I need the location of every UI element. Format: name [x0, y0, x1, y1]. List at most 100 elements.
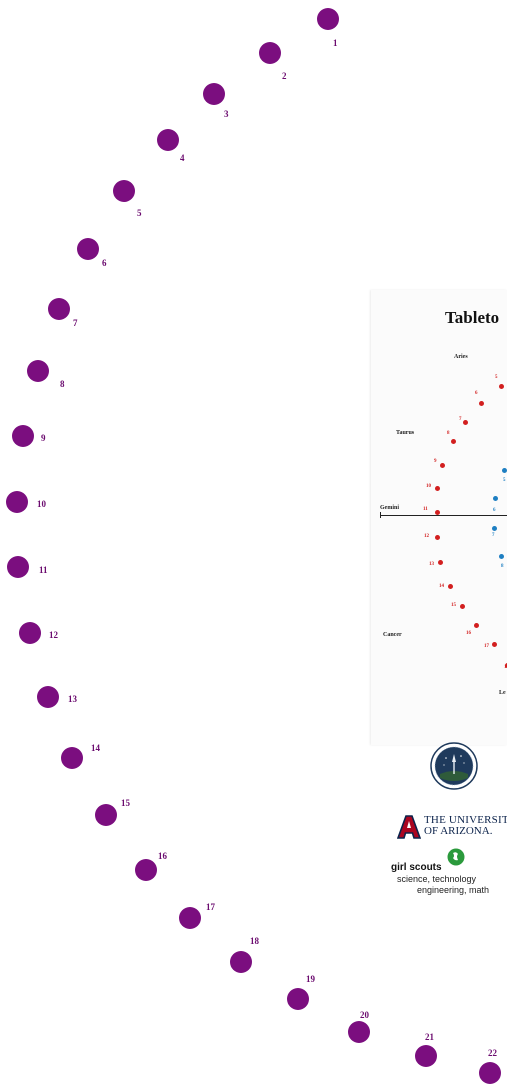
sequence-number: 7 [73, 318, 78, 328]
sequence-dot [12, 425, 34, 447]
red-point [439, 462, 445, 468]
red-point-label: 10 [426, 484, 431, 489]
university-logo: THE UNIVERSITY OF ARIZONA. [397, 813, 507, 843]
sequence-dot [48, 298, 70, 320]
sequence-number: 9 [41, 433, 46, 443]
sequence-number: 18 [250, 936, 259, 946]
gs-tagline-2: engineering, math [417, 885, 490, 895]
blue-point [492, 495, 498, 501]
blue-point-label: 5 [503, 478, 506, 483]
blue-point-label: 7 [492, 533, 495, 538]
blue-point [491, 525, 497, 531]
sequence-number: 11 [39, 565, 48, 575]
sequence-dot [19, 622, 41, 644]
gs-name: girl scouts [391, 862, 442, 873]
ua-line-1: THE UNIVERSITY [424, 814, 507, 826]
red-point-label: 16 [466, 631, 471, 636]
red-point [437, 559, 443, 565]
sign-label-gemini: Gemini [380, 505, 399, 511]
sequence-number: 22 [488, 1048, 497, 1058]
preview-title: Tableto [445, 308, 500, 327]
red-point [498, 383, 504, 389]
sequence-number: 6 [102, 258, 107, 268]
blue-point [501, 467, 507, 473]
red-point [450, 438, 456, 444]
red-point [459, 603, 465, 609]
sequence-number: 16 [158, 851, 167, 861]
sequence-dot [317, 8, 339, 30]
red-point-label: 9 [434, 459, 437, 464]
sequence-dot [37, 686, 59, 708]
red-point-label: 8 [447, 431, 450, 436]
ua-block-a-icon [397, 815, 421, 839]
sequence-dot [479, 1062, 501, 1084]
sequence-number: 13 [68, 694, 77, 704]
red-point [491, 641, 497, 647]
sequence-number: 21 [425, 1032, 434, 1042]
red-point-label: 11 [423, 507, 428, 512]
blue-point-label: 8 [501, 564, 504, 569]
sequence-dot [287, 988, 309, 1010]
red-point [478, 400, 484, 406]
sequence-dot [27, 360, 49, 382]
sequence-dot [157, 129, 179, 151]
sequence-number: 8 [60, 379, 65, 389]
red-point-label: 17 [484, 644, 489, 649]
red-point-label: 1 [504, 665, 507, 670]
red-point [473, 622, 479, 628]
red-point-label: 6 [475, 391, 478, 396]
observatory-seal-icon [430, 742, 478, 790]
sequence-dot [61, 747, 83, 769]
horizon-axis-tick [380, 512, 381, 518]
sequence-dot [230, 951, 252, 973]
sequence-dot [415, 1045, 437, 1067]
red-point-label: 5 [495, 375, 498, 380]
sequence-dot [179, 907, 201, 929]
sequence-number: 1 [333, 38, 338, 48]
chart-preview-panel: Tableto Aries Taurus Gemini Cancer Le 5 6… [371, 290, 507, 745]
sequence-number: 20 [360, 1010, 369, 1020]
sign-label-cancer: Cancer [383, 632, 402, 638]
sequence-number: 17 [206, 902, 215, 912]
red-point-label: 12 [424, 534, 429, 539]
horizon-axis-line [380, 515, 507, 516]
sequence-dot [113, 180, 135, 202]
sequence-dot [259, 42, 281, 64]
ua-line-2: OF ARIZONA. [424, 825, 493, 837]
red-point-label: 7 [459, 417, 462, 422]
blue-point [498, 553, 504, 559]
sequence-number: 15 [121, 798, 130, 808]
red-point [434, 485, 440, 491]
sequence-number: 10 [37, 499, 46, 509]
sequence-number: 3 [224, 109, 229, 119]
red-point-label: 13 [429, 562, 434, 567]
sequence-dot [203, 83, 225, 105]
sign-label-taurus: Taurus [396, 430, 415, 436]
red-point [462, 419, 468, 425]
sequence-number: 5 [137, 208, 142, 218]
red-point [434, 509, 440, 515]
sequence-number: 14 [91, 743, 100, 753]
sequence-number: 4 [180, 153, 185, 163]
red-point [504, 662, 507, 668]
sequence-number: 19 [306, 974, 315, 984]
blue-point-label: 6 [493, 508, 496, 513]
sequence-number: 2 [282, 71, 287, 81]
sequence-dot [77, 238, 99, 260]
red-point-label: 14 [439, 584, 444, 589]
sign-label-aries: Aries [454, 354, 468, 360]
red-point [434, 534, 440, 540]
sign-label-leo: Le [499, 690, 506, 696]
gs-tagline-1: science, technology [397, 874, 477, 884]
sequence-number: 12 [49, 630, 58, 640]
red-point [447, 583, 453, 589]
girl-scouts-logo: girl scouts science, technology engineer… [391, 848, 507, 904]
trefoil-icon [447, 848, 465, 866]
sequence-dot [95, 804, 117, 826]
sequence-dot [7, 556, 29, 578]
red-point-label: 15 [451, 603, 456, 608]
sequence-dot [348, 1021, 370, 1043]
sequence-dot [135, 859, 157, 881]
sequence-dot [6, 491, 28, 513]
